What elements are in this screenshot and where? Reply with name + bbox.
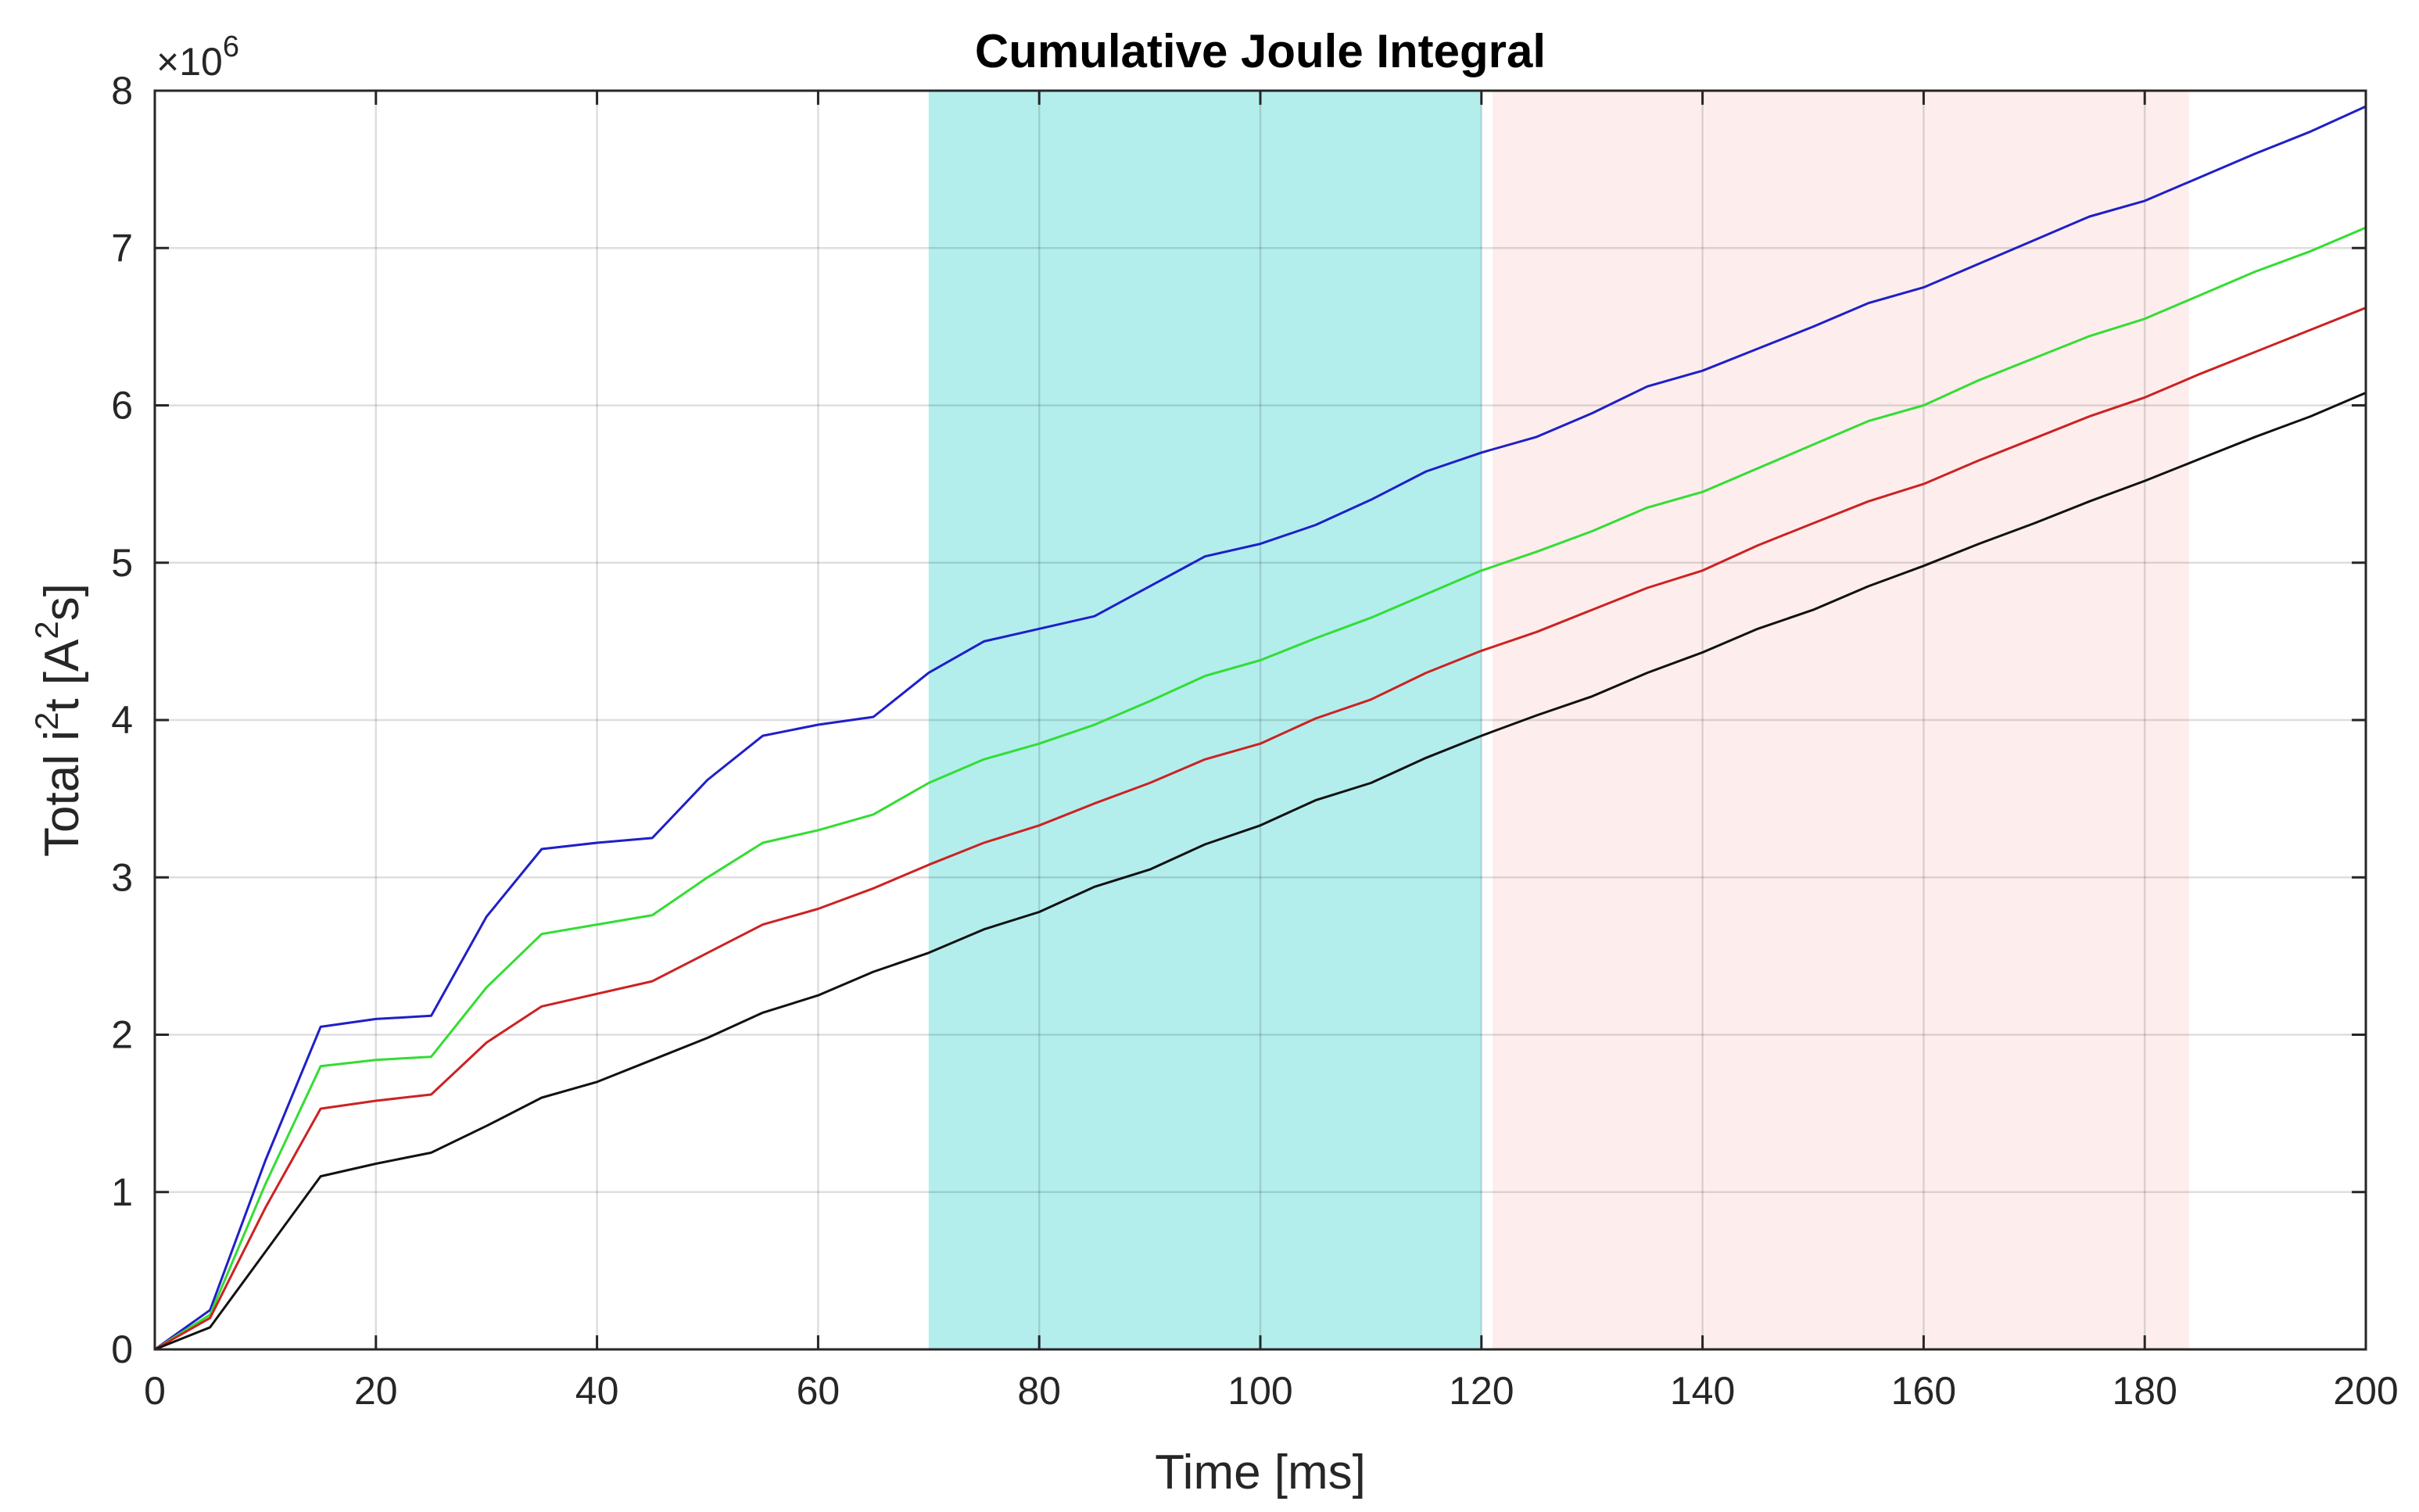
- x-axis-label: Time [ms]: [1155, 1446, 1366, 1499]
- y-label-end: s]: [35, 583, 89, 621]
- x-tick-label: 180: [2112, 1369, 2177, 1413]
- x-tick-label: 40: [575, 1369, 619, 1413]
- x-tick-label: 160: [1891, 1369, 1956, 1413]
- x-tick-label: 200: [2333, 1369, 2398, 1413]
- x-tick-label: 100: [1227, 1369, 1292, 1413]
- x-tick-label: 120: [1449, 1369, 1514, 1413]
- series-line-4: [154, 392, 2367, 1351]
- shaded-region-1: [928, 91, 1482, 1349]
- y-axis-ticks: 0 1 2 3 4 5 6 7 8: [111, 69, 2366, 1371]
- x-tick-label: 60: [797, 1369, 840, 1413]
- series-line-1: [154, 105, 2367, 1351]
- series-lines: [154, 105, 2367, 1351]
- series-line-3: [154, 306, 2367, 1351]
- y-tick-label: 4: [111, 698, 133, 742]
- y-tick-label: 2: [111, 1013, 133, 1057]
- x-axis-ticks: 0 20 40 60 80 100 120 140 160 180 200: [144, 91, 2399, 1413]
- y-label-sup1: 2: [28, 712, 65, 730]
- y-tick-label: 7: [111, 226, 133, 270]
- y-tick-label: 5: [111, 541, 133, 585]
- y-label-mid: t [A: [35, 639, 89, 712]
- y-label-sup2: 2: [28, 621, 65, 639]
- x-tick-label: 0: [144, 1369, 166, 1413]
- chart-title: Cumulative Joule Integral: [975, 25, 1546, 77]
- shaded-region-2: [1492, 91, 2189, 1349]
- x-tick-label: 140: [1670, 1369, 1735, 1413]
- shaded-regions: [928, 91, 2189, 1349]
- y-axis-label: Total i2t [A2s]: [28, 583, 89, 857]
- y-label-base: Total i: [35, 730, 89, 857]
- x-tick-label: 20: [354, 1369, 398, 1413]
- y-exponent-label: ×106: [156, 30, 239, 84]
- y-tick-label: 0: [111, 1327, 133, 1371]
- y-tick-label: 6: [111, 384, 133, 428]
- y-tick-label: 3: [111, 855, 133, 899]
- exponent-power: 6: [223, 30, 239, 63]
- x-tick-label: 80: [1017, 1369, 1061, 1413]
- exponent-prefix: ×10: [156, 40, 223, 84]
- y-tick-label: 8: [111, 69, 133, 113]
- series-line-2: [154, 226, 2367, 1351]
- grid-lines: [155, 91, 2366, 1349]
- y-tick-label: 1: [111, 1170, 133, 1214]
